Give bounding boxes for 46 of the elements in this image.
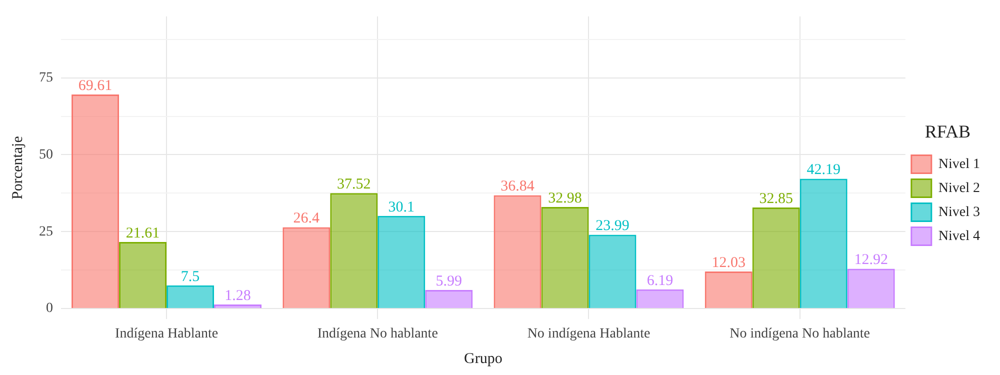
bar: [588, 234, 636, 308]
y-tick-label: 75: [39, 70, 53, 86]
bar: [752, 207, 800, 308]
legend-label: Nivel 4: [938, 228, 980, 244]
bar: [330, 193, 378, 308]
data-label: 12.03: [712, 254, 746, 271]
legend-label: Nivel 2: [938, 180, 980, 196]
x-axis-title: Grupo: [464, 350, 502, 367]
bar: [166, 285, 214, 308]
bar: [282, 227, 330, 308]
bar: [541, 207, 589, 308]
data-label: 37.52: [337, 176, 371, 193]
data-label: 32.85: [759, 190, 793, 207]
data-label: 30.1: [388, 199, 415, 216]
data-label: 26.4: [293, 210, 320, 227]
bar: [636, 289, 684, 308]
bar: [704, 271, 752, 308]
bar: [425, 290, 473, 308]
y-tick-label: 0: [46, 301, 53, 316]
x-tick-label: Indígena Hablante: [115, 326, 218, 342]
data-label: 32.98: [548, 190, 582, 206]
bar: [72, 94, 120, 308]
data-label: 5.99: [436, 273, 462, 290]
data-label: 42.19: [806, 162, 840, 178]
x-tick-label: No indígena Hablante: [527, 326, 650, 342]
data-label: 21.61: [126, 225, 160, 242]
data-label: 36.84: [500, 178, 535, 195]
bar: [119, 242, 167, 308]
data-label: 1.28: [224, 288, 251, 304]
data-label: 6.19: [646, 272, 674, 289]
y-axis-title: Porcentaje: [10, 136, 26, 200]
y-tick-label: 25: [39, 224, 53, 240]
data-label: 69.61: [78, 78, 112, 94]
data-label: 12.92: [854, 252, 888, 268]
bar: [847, 268, 895, 308]
legend-title: RFAB: [924, 121, 971, 142]
bar: [494, 195, 542, 308]
y-tick-label: 50: [39, 147, 53, 162]
bar: [800, 178, 848, 308]
x-tick-label: No indígena No hablante: [730, 326, 870, 342]
data-label: 23.99: [596, 218, 630, 234]
x-tick-label: Indígena No hablante: [317, 326, 438, 342]
data-label: 7.5: [180, 268, 200, 285]
bar: [378, 216, 426, 308]
legend-label: Nivel 3: [938, 204, 980, 220]
legend-label: Nivel 1: [938, 156, 980, 172]
